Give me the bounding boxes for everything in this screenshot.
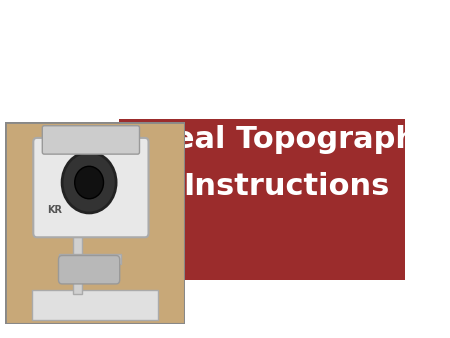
Bar — [73, 223, 82, 294]
Text: Instructions: Instructions — [183, 172, 390, 201]
Circle shape — [62, 152, 116, 213]
Bar — [58, 254, 122, 264]
FancyBboxPatch shape — [58, 256, 120, 284]
Circle shape — [75, 166, 104, 199]
Text: Corneal Topography: Corneal Topography — [94, 125, 437, 154]
Bar — [119, 119, 405, 280]
Text: Keratometry: Keratometry — [157, 73, 374, 102]
FancyBboxPatch shape — [33, 138, 148, 237]
FancyBboxPatch shape — [42, 126, 140, 154]
Bar — [32, 290, 158, 320]
Text: KR: KR — [47, 205, 63, 215]
Text: and: and — [340, 75, 387, 99]
